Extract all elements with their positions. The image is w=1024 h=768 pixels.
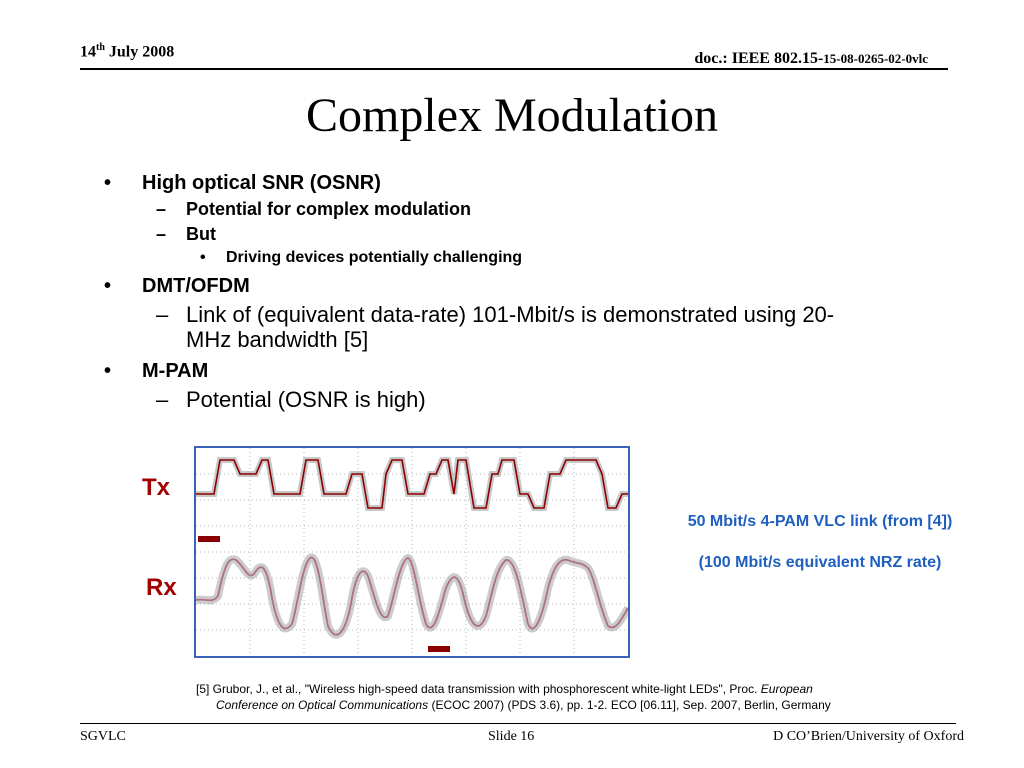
oscilloscope-image — [195, 448, 632, 656]
tx-ground-marker — [198, 536, 220, 542]
bullet-marker: • — [104, 275, 112, 297]
header-doc-id: doc.: IEEE 802.15-15-08-0265-02-0vlc — [694, 50, 928, 67]
dash-marker: – — [156, 199, 167, 219]
rx-label: Rx — [146, 574, 177, 601]
bullet-item: • DMT/OFDM — [104, 275, 864, 298]
sub-bullet-text: Potential for complex modulation — [186, 199, 472, 219]
rx-trace — [195, 556, 629, 636]
tx-trace — [196, 459, 628, 509]
bullet-marker: • — [104, 360, 112, 382]
reference-italic-text: European — [760, 682, 813, 696]
reference-line-1: [5] Grubor, J., et al., "Wireless high-s… — [196, 681, 956, 697]
sub-sub-bullet-text: Driving devices potentially challenging — [226, 249, 523, 266]
footer-divider — [80, 723, 956, 724]
bullet-item: • M-PAM — [104, 360, 864, 383]
rx-ground-marker — [428, 646, 450, 652]
bullet-text: DMT/OFDM — [142, 275, 250, 297]
bullet-marker: • — [200, 249, 206, 266]
sub-bullet-text: But — [186, 224, 216, 244]
reference-line-2: Conference on Optical Communications (EC… — [196, 697, 956, 713]
header-divider — [80, 68, 948, 70]
tx-label: Tx — [142, 474, 171, 501]
figure-caption-secondary: (100 Mbit/s equivalent NRZ rate) — [698, 554, 942, 571]
slide-title: Complex Modulation — [306, 89, 718, 142]
sub-bullet-item: – Potential (OSNR is high) — [104, 387, 864, 412]
bullet-text: High optical SNR (OSNR) — [142, 172, 381, 194]
sub-sub-bullet-item: • Driving devices potentially challenging — [104, 249, 864, 267]
scope-grid — [196, 448, 628, 656]
reference-italic-text: Conference on Optical Communications — [216, 698, 429, 712]
dash-marker: – — [156, 302, 169, 327]
dash-marker: – — [156, 224, 167, 244]
bullet-item: • High optical SNR (OSNR) — [104, 172, 864, 195]
sub-bullet-item: – But — [104, 224, 864, 245]
sub-bullet-text: Potential (OSNR is high) — [186, 387, 426, 412]
header-date: 14th July 2008 — [80, 42, 175, 61]
bullet-list: • High optical SNR (OSNR) – Potential for … — [104, 166, 864, 412]
dash-marker: – — [156, 387, 169, 412]
bullet-marker: • — [104, 172, 112, 194]
sub-bullet-item: – Potential for complex modulation — [104, 199, 864, 220]
sub-bullet-text: Link of (equivalent data-rate) 101-Mbit/… — [186, 302, 835, 352]
reference-text: [5] Grubor, J., et al., "Wireless high-s… — [196, 682, 761, 696]
slide-number: Slide 16 — [488, 729, 535, 744]
footer-left: SGVLC — [80, 729, 126, 744]
reference-citation: [5] Grubor, J., et al., "Wireless high-s… — [196, 681, 956, 713]
footer-author: D CO’Brien/University of Oxford — [773, 729, 964, 744]
sub-bullet-item: – Link of (equivalent data-rate) 101-Mbit… — [104, 302, 864, 352]
oscilloscope-figure — [194, 446, 632, 658]
bullet-text: M-PAM — [142, 360, 209, 382]
figure-caption-primary: 50 Mbit/s 4-PAM VLC link (from [4]) — [687, 513, 953, 530]
reference-text: (ECOC 2007) (PDS 3.6), pp. 1-2. ECO [06.… — [428, 698, 831, 712]
